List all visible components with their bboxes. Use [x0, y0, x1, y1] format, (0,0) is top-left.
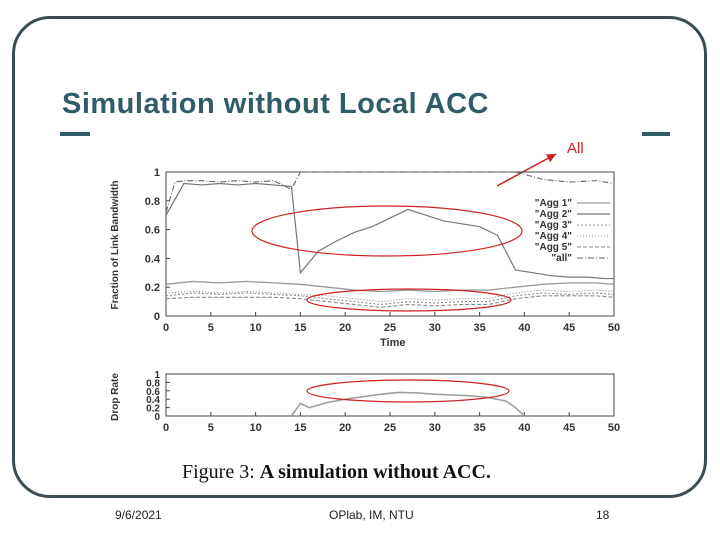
ytick-label: 1	[154, 370, 160, 381]
xtick-label: 0	[163, 422, 169, 434]
slide-title: Simulation without Local ACC	[62, 88, 489, 120]
xtick-label: 30	[429, 322, 441, 334]
legend-label: "Agg 4"	[535, 231, 573, 242]
legend-label: "Agg 2"	[535, 209, 573, 220]
series-line	[165, 280, 615, 293]
series-line	[165, 182, 614, 280]
xtick-label: 10	[249, 322, 261, 334]
ytick-label: 0	[154, 412, 160, 423]
ytick-label: 0	[154, 311, 160, 323]
figure-caption-prefix: Figure 3:	[182, 461, 255, 483]
ytick-label: 1	[154, 167, 160, 179]
footer-date: 9/6/2021	[115, 508, 162, 522]
xtick-label: 15	[294, 322, 306, 334]
callout-label: All	[567, 140, 584, 157]
series-line	[165, 292, 615, 306]
xtick-label: 25	[384, 322, 396, 334]
ytick-label: 0.6	[146, 387, 160, 398]
legend-label: "all"	[551, 253, 572, 264]
series-line	[290, 391, 525, 417]
bandwidth-xlabel: Time	[380, 337, 405, 349]
footer-page-number: 18	[596, 508, 610, 522]
callout-arrow	[496, 153, 557, 187]
bandwidth-ylabel: Fraction of Link Bandwidth	[110, 181, 121, 310]
figure-caption-text: A simulation without ACC.	[259, 461, 491, 483]
xtick-label: 0	[163, 322, 169, 334]
figure-caption: Figure 3: A simulation without ACC.	[182, 461, 491, 484]
xtick-label: 15	[294, 422, 306, 434]
xtick-label: 40	[518, 422, 530, 434]
footer-center: OPlab, IM, NTU	[329, 508, 414, 522]
xtick-label: 30	[429, 422, 441, 434]
xtick-label: 50	[608, 422, 620, 434]
ytick-label: 0.4	[145, 253, 161, 265]
xtick-label: 40	[518, 322, 530, 334]
drop-rate-chart: 00.20.40.60.81 0 5 10 15 20 25 30 35 40 45 50 Drop…	[110, 370, 620, 434]
ytick-label: 0.8	[145, 196, 160, 208]
xtick-label: 35	[473, 322, 485, 334]
xtick-label: 35	[473, 422, 485, 434]
ytick-label: 0.8	[146, 378, 160, 389]
ytick-label: 0.2	[146, 404, 160, 415]
xtick-label: 20	[339, 322, 351, 334]
slide-frame	[12, 16, 707, 498]
bandwidth-chart: 0 0.2 0.4 0.6 0.8 1 0 5 10 15 20 25 30 35 40 45 50 Time…	[110, 167, 620, 349]
drop-rate-ylabel: Drop Rate	[110, 373, 121, 421]
xtick-label: 5	[208, 422, 214, 434]
ytick-label: 0.4	[146, 395, 160, 406]
xtick-label: 10	[249, 422, 261, 434]
legend-label: "Agg 1"	[535, 198, 573, 209]
xtick-label: 45	[563, 422, 575, 434]
highlight-ellipse-other-aggs	[306, 288, 512, 312]
highlight-ellipse-agg2	[251, 205, 523, 257]
series-line	[165, 289, 615, 303]
bandwidth-legend: "Agg 1""Agg 2""Agg 3""Agg 4""Agg 5""all"	[535, 198, 610, 264]
ytick-label: 0.2	[145, 282, 160, 294]
series-line	[165, 295, 615, 308]
xtick-label: 20	[339, 422, 351, 434]
highlight-ellipse-drop-rate	[306, 379, 510, 403]
legend-label: "Agg 5"	[535, 242, 573, 253]
legend-label: "Agg 3"	[535, 220, 573, 231]
title-rule-left	[60, 132, 90, 136]
series-line	[165, 171, 615, 213]
xtick-label: 50	[608, 322, 620, 334]
xtick-label: 5	[208, 322, 214, 334]
xtick-label: 45	[563, 322, 575, 334]
xtick-label: 25	[384, 422, 396, 434]
title-rule-right	[642, 132, 670, 136]
ytick-label: 0.6	[145, 225, 160, 237]
